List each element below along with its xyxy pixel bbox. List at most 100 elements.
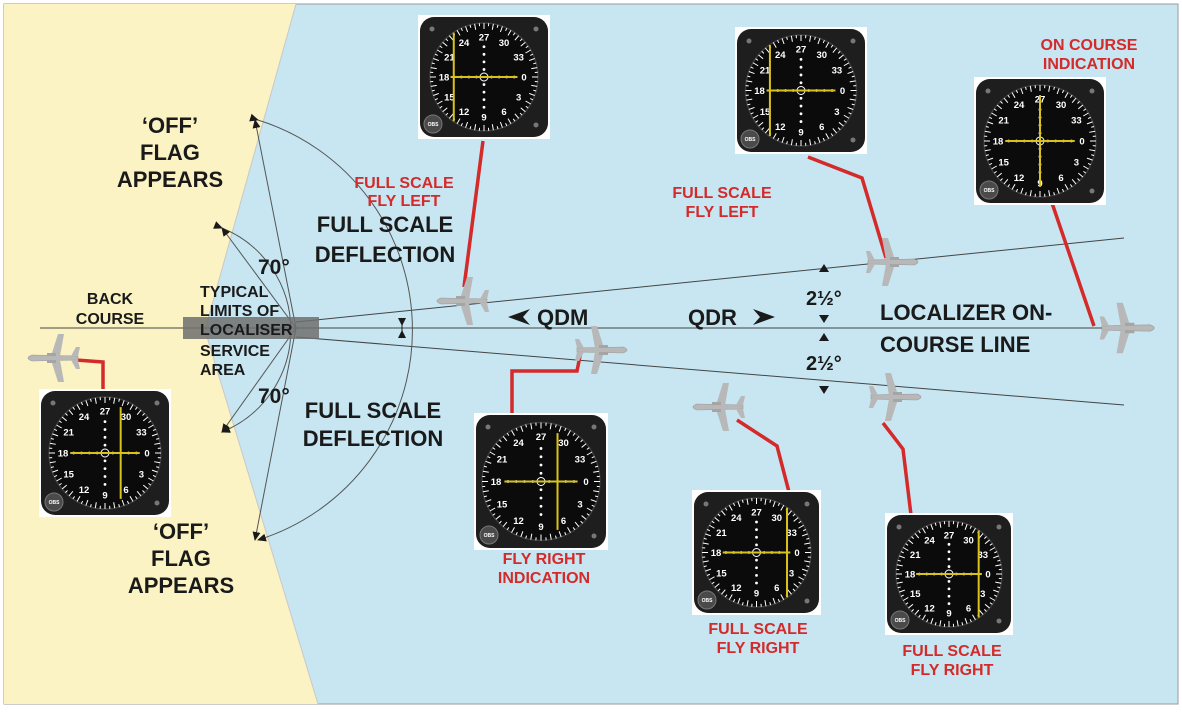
dial-number: 30 bbox=[1056, 100, 1067, 111]
dial-number: 33 bbox=[575, 455, 586, 466]
dial-number: 12 bbox=[924, 603, 935, 614]
dial-number: 15 bbox=[998, 158, 1009, 169]
dial-number: 3 bbox=[577, 500, 582, 511]
qdm-label: QDM bbox=[537, 305, 588, 330]
dial-number: 18 bbox=[993, 137, 1004, 148]
dial-number: 12 bbox=[1014, 173, 1025, 184]
dial-number: 3 bbox=[834, 107, 839, 118]
dial-number: 27 bbox=[536, 432, 547, 443]
obs-label: OBS bbox=[745, 137, 757, 143]
dial-number: 24 bbox=[731, 513, 742, 524]
svg-text:COURSE: COURSE bbox=[76, 311, 145, 328]
svg-text:FULL SCALE: FULL SCALE bbox=[672, 185, 772, 202]
svg-text:LOCALISER: LOCALISER bbox=[200, 322, 293, 339]
svg-text:AREA: AREA bbox=[200, 362, 246, 379]
dial-number: 9 bbox=[481, 113, 486, 124]
dial-number: 18 bbox=[491, 477, 502, 488]
dial-number: 0 bbox=[583, 477, 588, 488]
qdr-label: QDR bbox=[688, 305, 737, 330]
dial-number: 0 bbox=[521, 73, 526, 84]
dial-number: 6 bbox=[774, 583, 779, 594]
dial-number: 33 bbox=[136, 428, 147, 439]
dial-number: 9 bbox=[946, 609, 951, 620]
svg-text:FLY RIGHT: FLY RIGHT bbox=[717, 640, 800, 657]
dial-number: 15 bbox=[63, 470, 74, 481]
angle-70-bottom: 70° bbox=[258, 385, 290, 408]
svg-text:SERVICE: SERVICE bbox=[200, 343, 270, 360]
dial-number: 27 bbox=[100, 407, 111, 418]
obs-label: OBS bbox=[702, 598, 714, 604]
dial-number: 18 bbox=[439, 73, 450, 84]
angle-70-top: 70° bbox=[258, 256, 290, 279]
dial-number: 21 bbox=[716, 528, 727, 539]
dial-number: 15 bbox=[716, 568, 727, 579]
obs-label: OBS bbox=[49, 500, 61, 506]
obs-label: OBS bbox=[484, 533, 496, 539]
dial-number: 12 bbox=[775, 122, 786, 133]
dial-number: 24 bbox=[459, 38, 470, 49]
dial-number: 3 bbox=[1074, 158, 1079, 169]
dial-number: 15 bbox=[910, 589, 921, 600]
svg-text:‘OFF’: ‘OFF’ bbox=[142, 113, 198, 138]
svg-text:INDICATION: INDICATION bbox=[1043, 56, 1135, 73]
dial-number: 12 bbox=[513, 516, 524, 527]
dial-number: 27 bbox=[479, 33, 490, 44]
dial-number: 9 bbox=[538, 522, 543, 533]
svg-text:APPEARS: APPEARS bbox=[128, 573, 234, 598]
dial-number: 6 bbox=[1058, 173, 1063, 184]
dial-number: 30 bbox=[499, 38, 510, 49]
dial-number: 12 bbox=[459, 107, 470, 118]
dial-number: 6 bbox=[501, 107, 506, 118]
svg-text:FULL SCALE: FULL SCALE bbox=[902, 643, 1002, 660]
dial-number: 12 bbox=[79, 485, 90, 496]
svg-text:APPEARS: APPEARS bbox=[117, 167, 223, 192]
svg-text:LOCALIZER ON-: LOCALIZER ON- bbox=[880, 300, 1052, 325]
dial-number: 3 bbox=[139, 470, 144, 481]
dial-number: 9 bbox=[102, 491, 107, 502]
dial-number: 30 bbox=[816, 50, 827, 61]
dial-number: 0 bbox=[985, 570, 990, 581]
dial-number: 21 bbox=[910, 550, 921, 561]
svg-text:DEFLECTION: DEFLECTION bbox=[315, 242, 456, 267]
dial-number: 15 bbox=[497, 500, 508, 511]
svg-text:ON COURSE: ON COURSE bbox=[1041, 37, 1138, 54]
svg-text:FLY LEFT: FLY LEFT bbox=[368, 193, 441, 210]
dial-number: 18 bbox=[58, 449, 69, 460]
dial-number: 3 bbox=[516, 93, 521, 104]
dial-number: 6 bbox=[819, 122, 824, 133]
obs-label: OBS bbox=[428, 122, 440, 128]
half-angle-bottom: 2½° bbox=[806, 353, 842, 375]
dial-number: 0 bbox=[840, 86, 845, 97]
svg-text:BACK: BACK bbox=[87, 291, 134, 308]
dial-number: 18 bbox=[711, 548, 722, 559]
svg-text:FULL SCALE: FULL SCALE bbox=[708, 621, 808, 638]
dial-number: 33 bbox=[1071, 116, 1082, 127]
dial-number: 6 bbox=[561, 516, 566, 527]
dial-number: 0 bbox=[1079, 137, 1084, 148]
dial-number: 3 bbox=[789, 568, 794, 579]
dial-number: 24 bbox=[513, 438, 524, 449]
obs-label: OBS bbox=[984, 188, 996, 194]
dial-number: 18 bbox=[754, 86, 765, 97]
dial-number: 24 bbox=[775, 50, 786, 61]
dial-number: 3 bbox=[980, 589, 985, 600]
svg-text:DEFLECTION: DEFLECTION bbox=[303, 426, 444, 451]
dial-number: 6 bbox=[966, 603, 971, 614]
dial-number: 0 bbox=[144, 449, 149, 460]
svg-text:FLY RIGHT: FLY RIGHT bbox=[911, 662, 994, 679]
dial-number: 21 bbox=[497, 455, 508, 466]
dial-number: 9 bbox=[754, 589, 759, 600]
dial-number: 21 bbox=[63, 428, 74, 439]
svg-text:INDICATION: INDICATION bbox=[498, 570, 590, 587]
dial-number: 12 bbox=[731, 583, 742, 594]
svg-text:LIMITS OF: LIMITS OF bbox=[200, 303, 279, 320]
svg-text:FLAG: FLAG bbox=[151, 546, 211, 571]
dial-number: 27 bbox=[751, 508, 762, 519]
dial-number: 30 bbox=[121, 412, 132, 423]
svg-text:COURSE LINE: COURSE LINE bbox=[880, 332, 1030, 357]
dial-number: 0 bbox=[794, 548, 799, 559]
